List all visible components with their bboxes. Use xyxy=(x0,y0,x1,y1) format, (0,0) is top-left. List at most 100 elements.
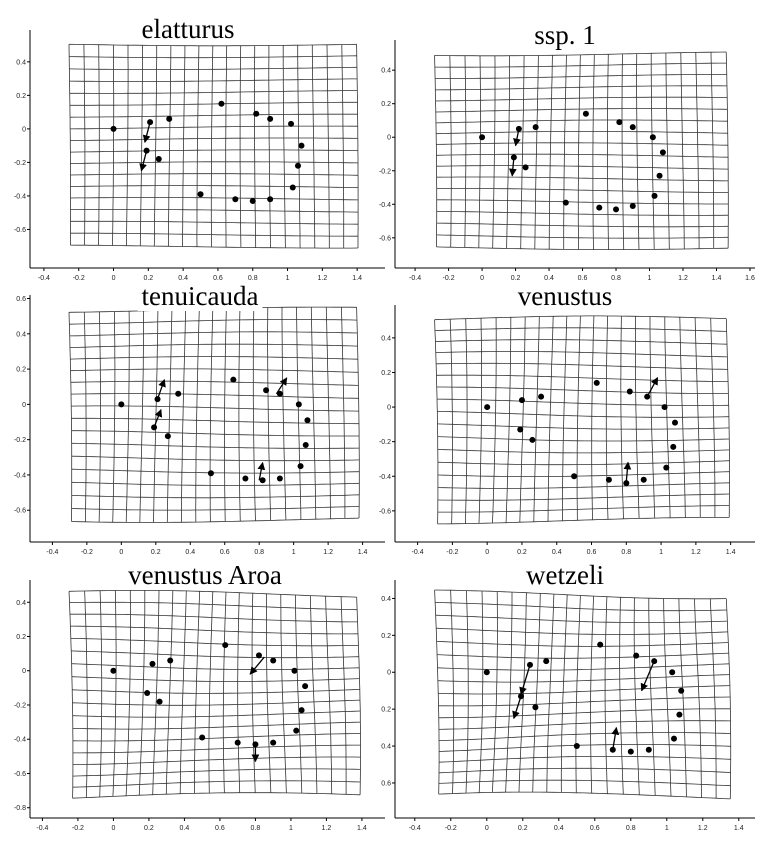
grid-line xyxy=(356,44,359,248)
grid-line xyxy=(679,317,686,518)
grid-line xyxy=(434,315,727,321)
landmark xyxy=(532,124,539,131)
grid-line xyxy=(607,54,609,250)
grid-line xyxy=(98,44,100,246)
grid-line xyxy=(125,311,130,523)
landmark xyxy=(629,202,636,209)
landmark xyxy=(543,658,550,665)
grid-line xyxy=(577,54,581,250)
title-background xyxy=(530,20,600,50)
landmark xyxy=(532,704,539,711)
grid-line xyxy=(71,494,360,499)
grid-line xyxy=(70,209,359,213)
grid-line xyxy=(725,318,730,518)
y-tick-label: 0.2 xyxy=(381,707,391,714)
grid-line xyxy=(69,101,358,106)
landmark xyxy=(304,417,311,424)
grid-line xyxy=(138,590,146,796)
grid-line xyxy=(68,43,357,47)
grid-line xyxy=(356,307,360,519)
grid-line xyxy=(437,482,730,489)
grid-line xyxy=(664,316,671,518)
landmark xyxy=(234,739,241,746)
grid-line xyxy=(436,176,729,182)
x-tick-label: -0.2 xyxy=(73,275,85,282)
grid-line xyxy=(592,54,595,250)
x-tick-label: 1 xyxy=(289,825,293,832)
x-tick-label: 1.2 xyxy=(698,825,708,832)
grid-line xyxy=(710,52,715,249)
landmark xyxy=(222,642,229,649)
x-tick-label: 0.2 xyxy=(151,549,161,556)
landmark xyxy=(293,727,300,734)
x-tick-label: 1.4 xyxy=(358,549,368,556)
displacement-arrow xyxy=(275,377,288,395)
grid-line xyxy=(492,317,497,524)
landmark xyxy=(676,711,683,718)
y-tick-label: -0.4 xyxy=(14,737,26,744)
grid-line xyxy=(437,411,729,418)
deformation-grid xyxy=(68,306,360,523)
grid-line xyxy=(591,315,595,520)
grid-line xyxy=(208,591,214,794)
landmark xyxy=(596,204,603,211)
grid-line xyxy=(478,590,484,793)
deformation-grid xyxy=(434,315,730,525)
grid-line xyxy=(604,596,608,794)
landmark xyxy=(659,149,666,156)
landmark xyxy=(616,119,623,126)
grid-line xyxy=(506,55,510,249)
landmark xyxy=(529,436,536,443)
x-tick-label: 0.2 xyxy=(143,275,153,282)
grid-line xyxy=(465,590,469,794)
grid-line xyxy=(434,51,727,57)
grid-line xyxy=(434,319,439,524)
grid-line xyxy=(166,309,173,523)
grid-line xyxy=(436,246,729,250)
grid-line xyxy=(225,45,228,248)
landmark xyxy=(155,156,162,163)
panel-title: elatturus xyxy=(142,14,235,44)
y-tick-label: 0.2 xyxy=(381,101,391,108)
landmark xyxy=(518,693,524,700)
landmark xyxy=(242,475,249,482)
x-tick-label: 1.4 xyxy=(726,549,736,556)
grid-line xyxy=(437,471,730,477)
grid-line xyxy=(69,319,358,325)
grid-line xyxy=(575,595,581,793)
deformation-grid xyxy=(68,43,359,249)
grid-line xyxy=(436,374,729,382)
x-tick-label: 1 xyxy=(659,549,663,556)
grid-line xyxy=(436,398,729,406)
grid-line xyxy=(438,708,731,719)
x-tick-label: 0 xyxy=(119,549,123,556)
x-tick-label: 0 xyxy=(485,549,489,556)
x-tick-label: 0.4 xyxy=(180,825,190,832)
grid-line xyxy=(437,460,730,466)
landmark xyxy=(267,196,274,203)
landmark xyxy=(302,441,309,448)
title-background xyxy=(137,281,263,311)
grid-line xyxy=(72,768,361,777)
grid-line xyxy=(435,96,728,102)
grid-line xyxy=(694,317,701,518)
grid-line xyxy=(70,137,358,141)
grid-line xyxy=(311,45,316,249)
landmark xyxy=(644,393,651,400)
x-tick-label: 0.4 xyxy=(544,275,554,282)
grid-line xyxy=(72,733,361,742)
grid-line xyxy=(297,45,301,249)
y-tick-label: -0.6 xyxy=(14,227,26,234)
grid-line xyxy=(70,125,358,130)
grid-line xyxy=(254,45,257,248)
landmark xyxy=(276,475,283,482)
landmark xyxy=(218,100,225,107)
landmark xyxy=(661,404,668,411)
y-tick-label: 0 xyxy=(22,126,26,133)
landmark xyxy=(573,743,580,750)
grid-line xyxy=(125,590,131,796)
grid-line xyxy=(438,767,731,774)
grid-line xyxy=(663,598,672,797)
grid-line xyxy=(309,595,318,794)
grid-line xyxy=(621,53,625,250)
